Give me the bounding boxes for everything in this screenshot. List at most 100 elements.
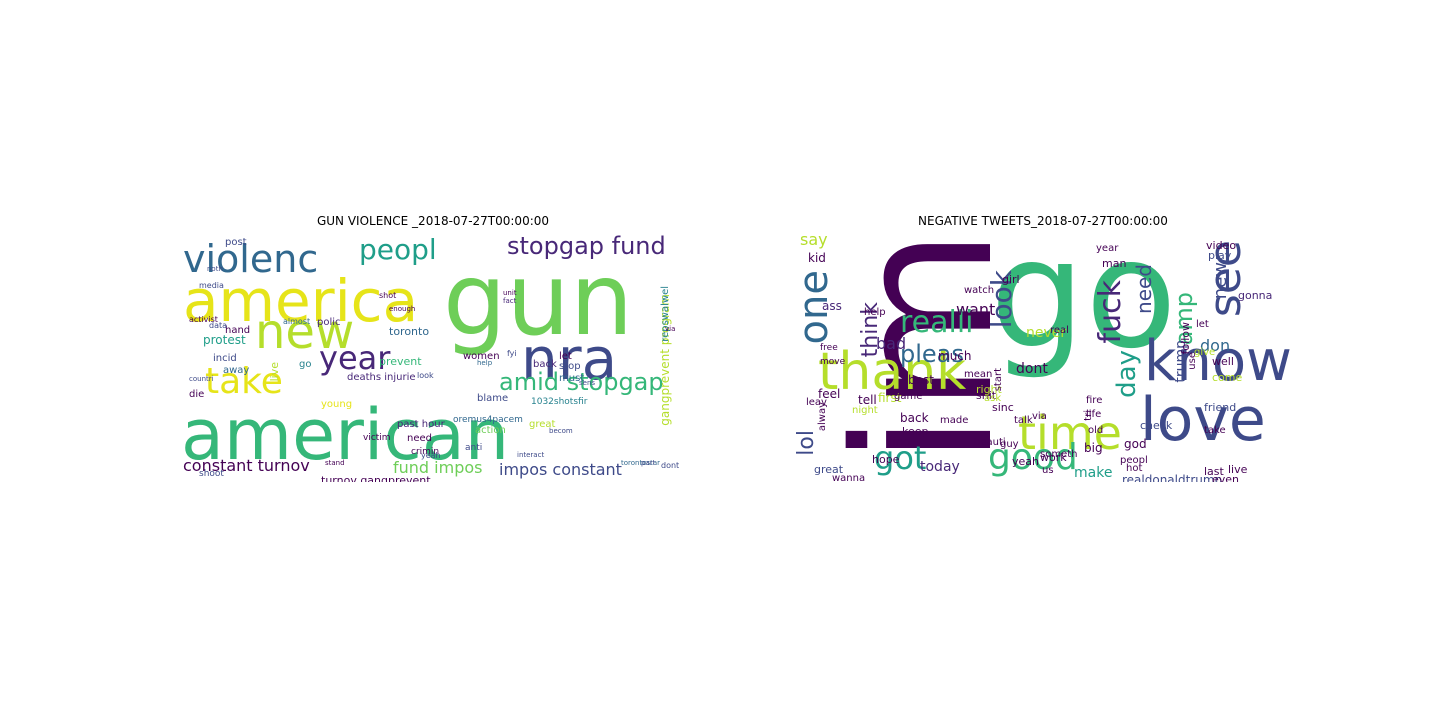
word-take: take [205,361,283,402]
word-leav: leav [806,397,827,408]
word-violenc: violenc [183,237,319,281]
word-data: data [209,321,228,330]
word-unit: unit [503,289,517,297]
word-enough: enough [389,305,416,313]
word-protest: protest [203,333,246,347]
word-bad: bad [876,334,907,353]
word-live: live [268,362,281,382]
word-shot: shot [379,291,397,300]
word-feel: feel [818,387,841,401]
word-shit: shit [976,389,997,402]
word-post: post [225,237,247,248]
word-go: go [299,359,312,370]
word-back: back [533,359,557,370]
word-action: action [475,425,506,436]
word-say: say [800,230,828,249]
word-start: start [993,368,1004,392]
word-wanna: wanna [832,473,866,483]
word-fuck: fuck [1093,280,1128,344]
left-panel-title: GUN VIOLENCE _2018-07-27T00:00:00 [316,214,550,228]
word-guy: guy [1000,439,1019,450]
word-play: play [1208,249,1232,262]
word-tell: tell [858,393,877,407]
word-die: die [189,389,205,400]
word-realli: realli [900,305,974,340]
word-fire: fire [1086,395,1103,406]
word-constant-turnov: constant turnov [183,456,310,475]
word-life: life [1086,409,1102,420]
word-check: check [1140,419,1173,432]
word-countri: countri [189,375,214,383]
word-don: don [1200,336,1231,355]
word-yeah: yeah [1012,455,1039,468]
word-peopl: peopl [1120,455,1148,466]
word-repswalwel: repswalwel [660,286,671,342]
word-use: use [1187,352,1198,370]
word-beauti: beauti [974,437,1006,448]
word-gonna: gonna [1238,289,1273,302]
word-media: media [199,281,224,290]
word-right: right [976,383,1002,396]
word-great: great [529,419,556,430]
word-part: part [641,459,656,467]
word-amid-stopgap: amid stopgap [499,368,664,396]
word-women: women [463,351,500,362]
negative-tweets-word-cloud: go im love know thank one time good see got realli… [792,230,1296,482]
word-give: give [1194,347,1216,358]
word-oremus4pacem: oremus4pacem [453,415,523,425]
word-want: want [956,300,996,319]
word-talk: talk [1014,415,1033,426]
word-new: new [1210,262,1231,300]
word-love: love [1140,385,1266,455]
word-ass: ass [822,299,842,313]
word-interact: interact [517,451,545,459]
word-day: day [1112,350,1142,398]
word-live: live [1228,463,1248,476]
word-watch: watch [964,285,995,296]
word-yeah: yeah [421,451,441,460]
word-best: best [908,373,934,387]
word-friend: friend [1204,401,1237,414]
word-becom: becom [549,427,573,435]
word-kid: kid [808,251,826,265]
word-via: via [1032,411,1047,422]
word-real: real [1050,325,1069,336]
word-away: away [223,365,250,376]
word-dont: dont [1016,361,1048,377]
word-go: go [990,230,1177,382]
word-lol: lol [794,430,819,456]
word-new: new [255,304,355,360]
word-video: video [1206,239,1237,252]
gun-violence-word-cloud: american gun america new nra violenc take year p… [181,230,686,482]
word-toronto: toronto [389,325,430,338]
word-noth: noth [207,265,223,273]
word-fyi: fyi [507,349,517,358]
word-game: game [894,391,923,402]
word-god: god [1124,437,1147,451]
word-come: come [1212,371,1243,384]
word-free: free [820,343,838,353]
word-pleas: pleas [900,340,964,368]
word-work: work [1040,451,1067,464]
word-stand: stand [325,459,345,467]
word-mean: mean [964,369,993,380]
word-back: back [900,411,929,425]
word-torontostar: torontostar [621,459,661,467]
word-sens: sens [579,379,596,387]
word-first: first [878,391,902,405]
word-america: america [183,267,419,335]
word-night: night [852,405,878,416]
word-look: look [417,371,434,380]
word-crimin: crimin [411,447,440,457]
word-big: big [1084,441,1103,455]
word-year: year [319,339,391,377]
word-shoot: shoot [199,469,224,479]
word-find: find [888,435,911,449]
word-incid: incid [213,353,237,364]
word-past-hour: past hour [397,419,445,430]
word-victim: victim [363,433,391,443]
word-made: made [940,415,969,426]
word-let: let [1196,319,1209,330]
word-need: need [1132,264,1156,314]
word-dont: dont [661,461,680,470]
